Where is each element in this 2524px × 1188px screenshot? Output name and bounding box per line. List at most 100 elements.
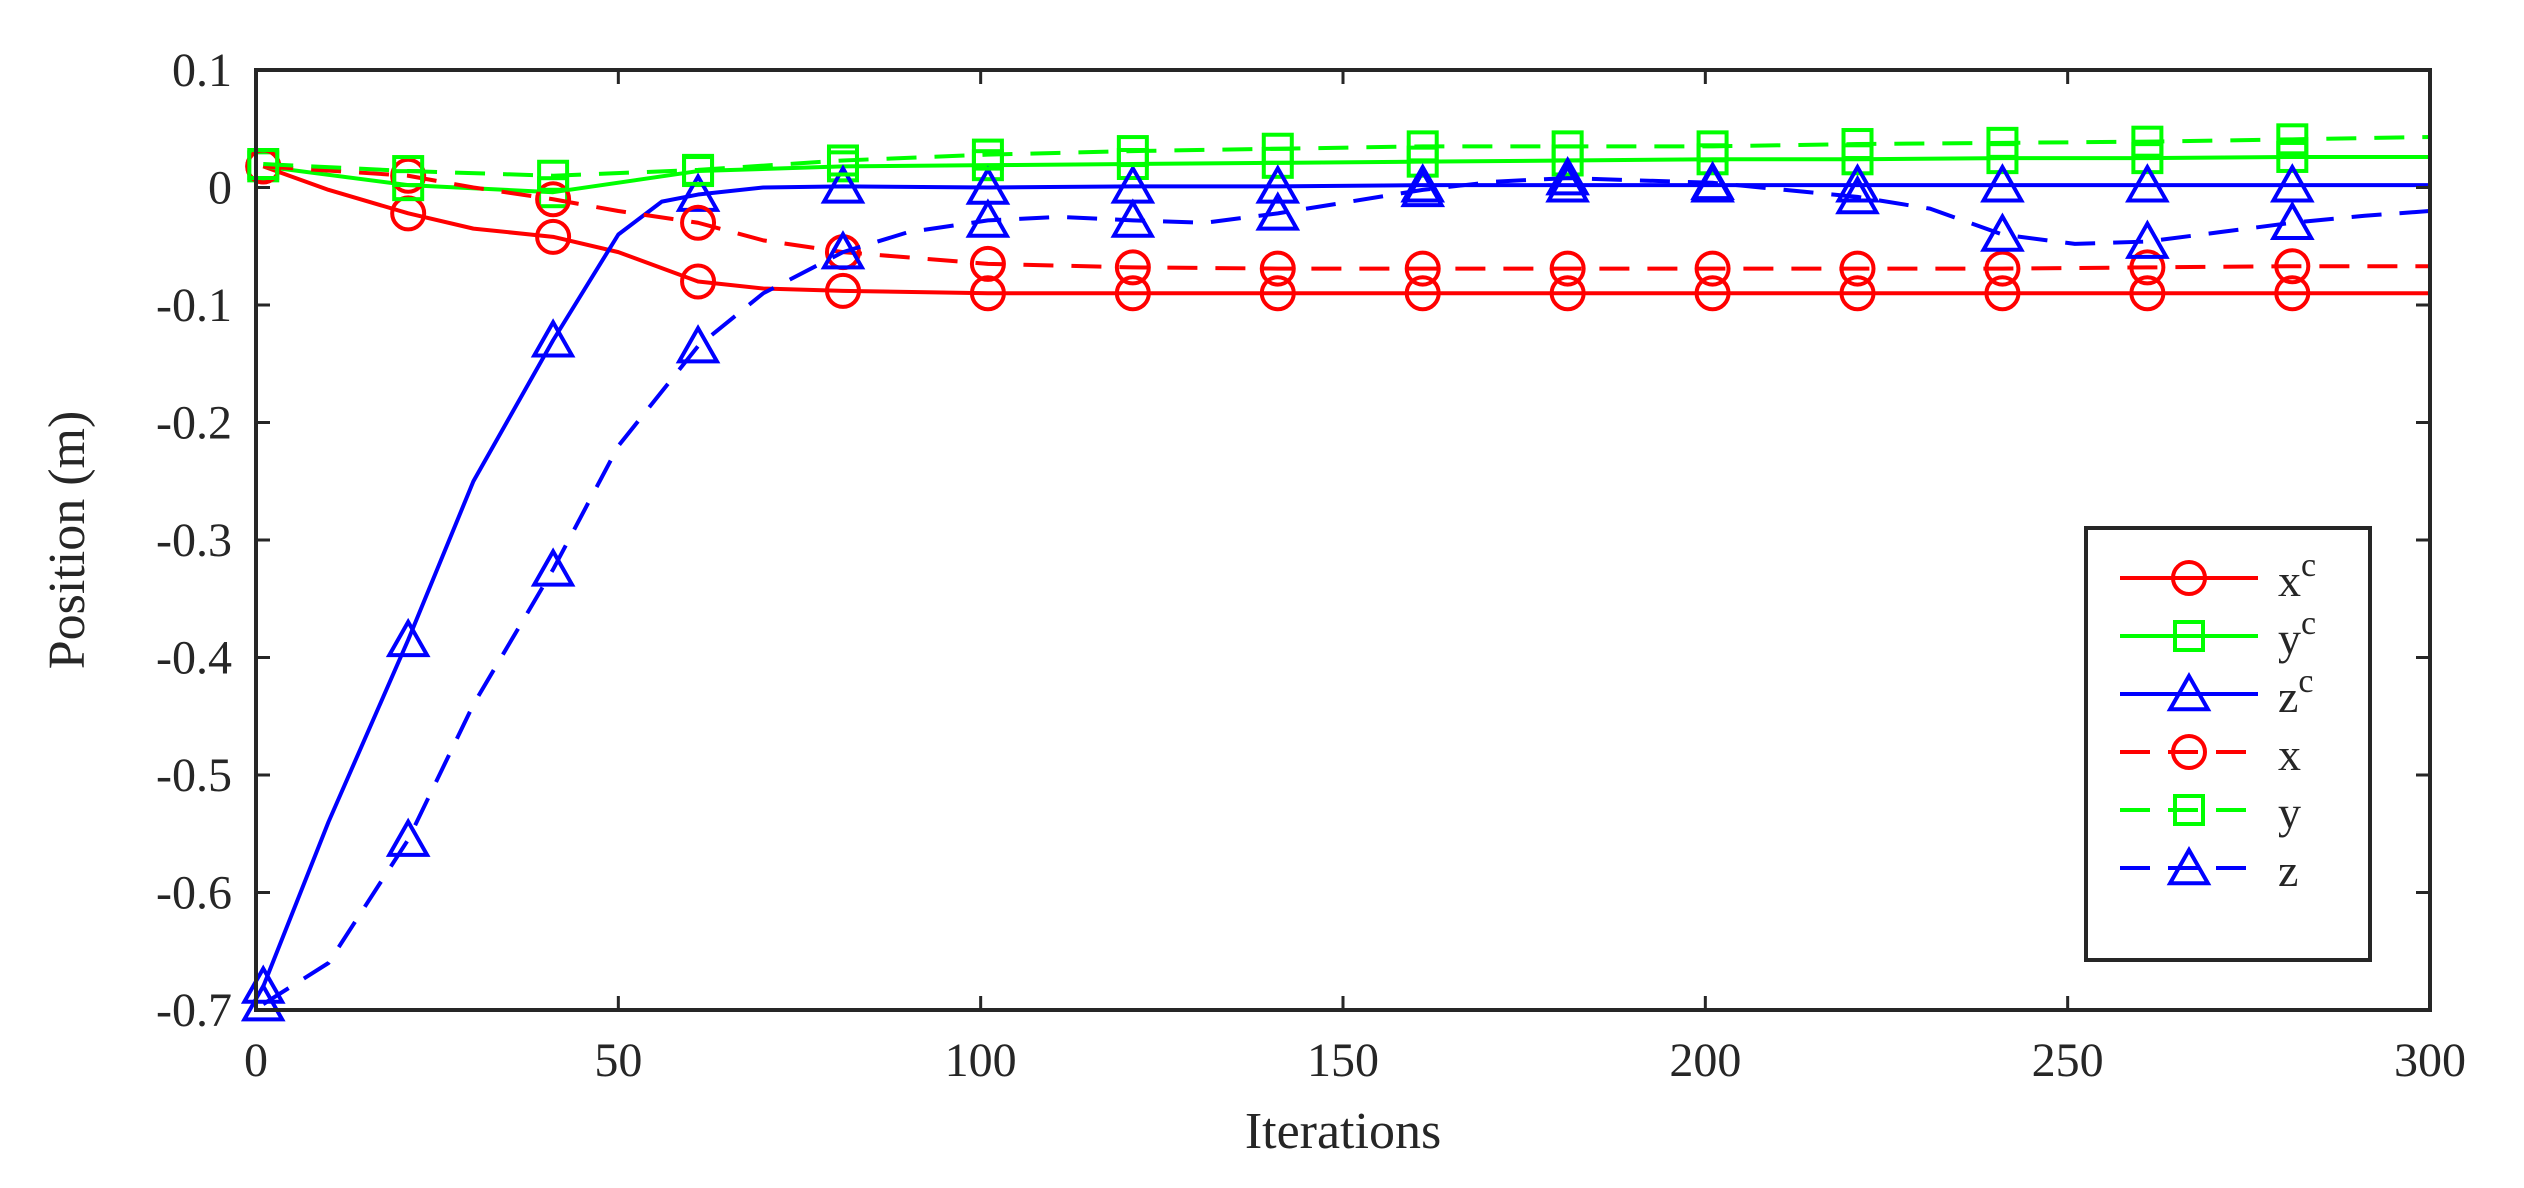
legend-entry: z [2120,845,2298,896]
series-z-dashed [240,156,2431,1022]
legend-triangle-marker [2166,845,2212,886]
circle-marker [1549,275,1586,312]
square-marker [971,138,1004,171]
triangle-marker [2125,219,2170,259]
circle-marker [2129,249,2166,286]
triangle-marker [2269,200,2315,241]
triangle-marker [1690,160,1735,201]
circle-marker [969,275,1006,312]
circle-marker [1694,250,1731,287]
circle-marker [1549,250,1586,287]
y-tick-label: -0.6 [156,867,232,920]
square-marker [1406,130,1439,163]
legend-entry: xc [2120,547,2316,606]
square-marker [1841,128,1874,161]
square-marker [1986,126,2019,159]
legend-square-marker [2173,794,2205,826]
x-axis-title: Iterations [1245,1103,1441,1160]
circle-marker [2129,275,2166,312]
legend-square-marker [2173,620,2205,652]
triangle-marker [1255,164,1301,204]
y-tick-label: 0.1 [172,44,232,97]
triangle-marker [2125,163,2170,203]
triangle-marker [1835,174,1880,215]
square-marker [1696,130,1729,163]
legend-label-superscript: c [2301,547,2316,584]
legend-label: x [2278,729,2301,780]
circle-marker [1259,250,1296,287]
circle-marker [680,263,717,300]
series-y-dashed [247,123,2431,192]
legend-label: yc [2278,605,2316,664]
x-tick-label: 100 [945,1034,1017,1087]
triangle-marker [530,547,576,587]
legend-entry: y [2120,787,2301,838]
legend-triangle-marker [2166,671,2212,712]
square-marker [682,153,715,186]
y-tick-label: -0.5 [156,749,232,802]
square-marker [537,159,570,192]
circle-marker [824,272,861,309]
plot-frame [254,68,2432,1012]
circle-marker [1259,275,1296,312]
triangle-marker [530,318,576,358]
triangle-marker [1255,191,1301,231]
triangle-marker [965,198,1011,238]
legend-label-base: z [2278,845,2298,896]
triangle-marker [2269,163,2315,203]
triangle-marker [820,230,866,270]
circle-marker [969,245,1006,282]
series-line [262,154,2430,195]
triangle-marker [1110,198,1156,238]
y-tick-label: 0 [208,162,232,215]
circle-marker [2274,248,2311,285]
square-marker [2131,142,2164,175]
legend-label-superscript: c [2301,605,2316,642]
square-marker [826,144,859,177]
series-layer [240,123,2431,1022]
triangle-marker [1400,167,1446,208]
circle-marker [680,204,717,241]
legend-entry: x [2120,729,2301,780]
legend-circle-marker [2171,734,2207,770]
legend-label-base: z [2278,671,2298,722]
series-line [262,164,2430,296]
x-tick-label: 150 [1307,1034,1379,1087]
triangle-marker [1400,163,1446,203]
triangle-marker [675,324,721,364]
triangle-marker [1835,163,1880,203]
legend-label: z [2278,845,2298,896]
square-marker [1116,135,1149,168]
triangle-marker [1980,163,2025,203]
circle-marker [1404,250,1441,287]
legend-box [2084,526,2372,962]
y-axis-title: Position (m) [39,411,96,670]
series-line [262,176,2431,1006]
y-tick-label: -0.3 [156,514,232,567]
square-marker [247,148,280,180]
circle-marker [1114,249,1151,286]
series-line [263,134,2431,178]
x-tick-label: 250 [2032,1034,2104,1087]
legend-circle-marker [2171,560,2207,596]
y-tick-label: -0.7 [156,984,232,1037]
legend-label: y [2278,787,2301,838]
circle-marker [1404,275,1441,312]
circle-marker [1839,250,1876,287]
series-line [261,183,2430,988]
y-tick-label: -0.1 [156,279,232,332]
triangle-marker [820,164,866,204]
legend-label: xc [2278,547,2316,606]
x-tick-label: 200 [1669,1034,1741,1087]
legend-label-superscript: c [2298,663,2313,700]
legend-label-base: y [2278,613,2301,664]
square-marker [392,155,425,188]
circle-marker [535,181,572,218]
x-tick-label: 50 [594,1034,642,1087]
circle-marker [1984,250,2021,287]
x-tick-label: 300 [2394,1034,2466,1087]
triangle-marker [240,982,286,1022]
legend-label-base: y [2278,787,2301,838]
